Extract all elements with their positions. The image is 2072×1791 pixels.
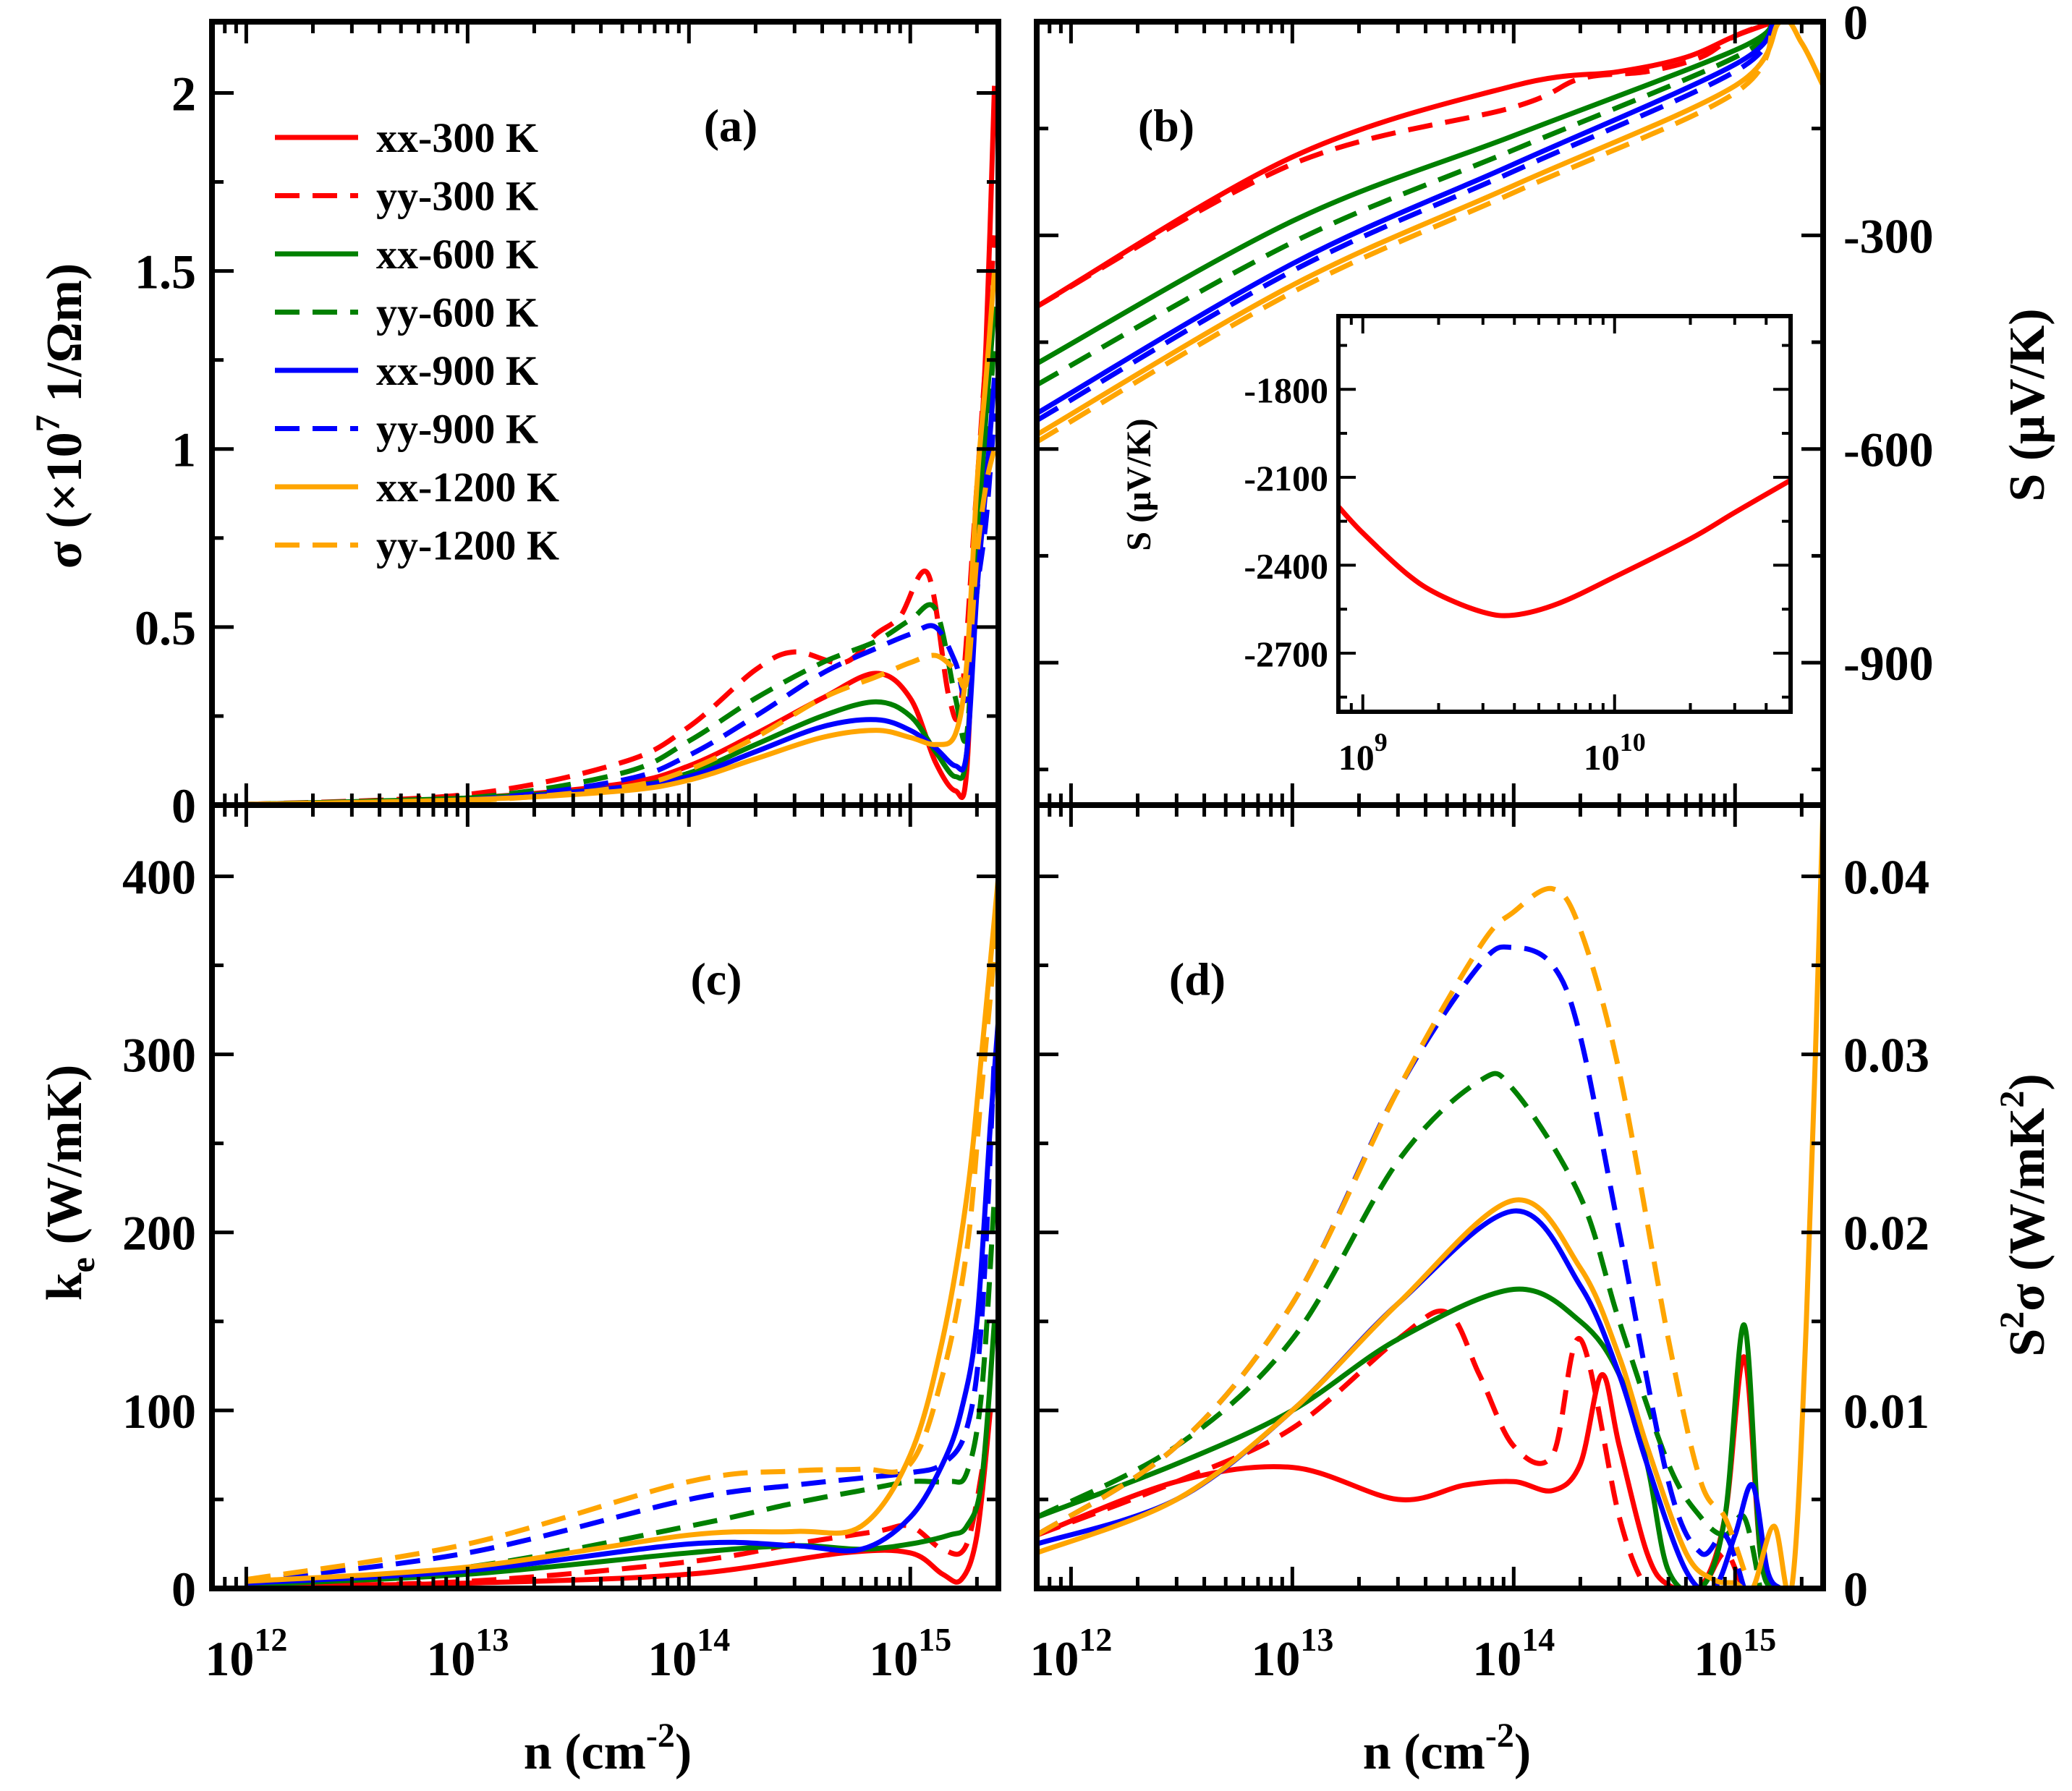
series-line-c-yy-900-k [245, 1054, 998, 1584]
y-axis-label-a: σ (×107 1/Ωm) [29, 263, 93, 569]
plot-frame-d [1034, 802, 1826, 1591]
y-tick-label: 400 [122, 849, 196, 904]
legend: xx-300 K yy-300 K xx-600 K yy-600 K xx-900 K… [275, 114, 559, 569]
series-line-d-yy-1200-k [1037, 885, 1747, 1572]
series-line-d-xx-600-k [1037, 1286, 1777, 1588]
y-tick-label: -600 [1843, 422, 1934, 477]
y-tick-label: 0 [171, 778, 196, 833]
panel-d: 1012 1013 1014 1015 0 0.01 0.02 0.03 0.04 [1029, 802, 1929, 1686]
inset-y-tick-label: -2100 [1244, 458, 1328, 498]
y-tick-label: 0.02 [1843, 1206, 1929, 1261]
x-tick-label: 1014 [1472, 1621, 1555, 1686]
series-line-a-xx-300-k [246, 85, 998, 805]
panel-a: 0 0.5 1 1.5 2 [135, 19, 1001, 833]
legend-label: xx-900 K [376, 347, 538, 394]
series-line-d-xx-1200-k [1037, 805, 1823, 1588]
series-line-a-yy-600-k [246, 341, 998, 805]
inset-y-tick-label: -1800 [1244, 370, 1328, 410]
panel-b: 0 -300 -600 -900 [1034, 0, 1934, 808]
x-axis-label-d: n (cm-2) [1363, 1716, 1531, 1780]
panel-label-b: (b) [1138, 100, 1194, 151]
series-line-b-yy-300-k [1037, 22, 1775, 309]
legend-label: yy-1200 K [376, 522, 559, 569]
x-tick-label: 1015 [869, 1621, 951, 1686]
x-tick-label: 1012 [1029, 1621, 1112, 1686]
y-tick-label: 300 [122, 1028, 196, 1083]
inset-panel: 109 1010 -1800 -2100 -2400 -2700 [1244, 314, 1793, 778]
panel-label-a: (a) [704, 100, 758, 151]
inset-x-tick-label: 1010 [1584, 728, 1646, 778]
inset-x-tick-label: 109 [1338, 728, 1388, 778]
legend-label: xx-300 K [376, 114, 538, 161]
x-tick-label: 1014 [648, 1621, 730, 1686]
y-tick-label: 0 [1843, 0, 1868, 50]
y-tick-label: 0 [171, 1562, 196, 1617]
y-tick-label: 200 [122, 1206, 196, 1261]
legend-label: xx-600 K [376, 231, 538, 278]
series-line-d-yy-900-k [1037, 944, 1747, 1588]
y-tick-label: 1 [171, 422, 196, 477]
series-line-a-yy-900-k [246, 413, 998, 805]
y-tick-label: 100 [122, 1384, 196, 1439]
y-tick-label: 0.5 [135, 600, 196, 655]
series-line-d-xx-900-k [1037, 1208, 1783, 1588]
x-tick-label: 1013 [1251, 1621, 1333, 1686]
x-tick-label: 1015 [1694, 1621, 1776, 1686]
x-axis-label-c: n (cm-2) [524, 1716, 692, 1780]
series-line-b-yy-900-k [1037, 22, 1777, 423]
legend-label: yy-900 K [376, 406, 538, 453]
series-line-a-xx-900-k [246, 378, 998, 805]
y-tick-label: 1.5 [135, 244, 196, 299]
inset-y-axis-label: S (μV/K) [1120, 418, 1158, 550]
y-tick-label: 0.04 [1843, 849, 1929, 904]
series-line-b-xx-600-k [1037, 22, 1776, 366]
y-tick-label: -300 [1843, 208, 1934, 263]
panel-c: 1012 1013 1014 1015 0 100 200 300 400 [122, 802, 1001, 1686]
series-line-d-yy-300-k [1037, 1309, 1761, 1588]
panel-label-c: (c) [690, 953, 742, 1005]
series-line-b-yy-1200-k [1037, 22, 1777, 444]
y-axis-label-d: S2σ (W/mK2) [1993, 1073, 2055, 1356]
series-line-c-xx-1200-k [246, 876, 998, 1584]
y-tick-label: 0 [1843, 1562, 1868, 1617]
y-tick-label: 2 [171, 66, 196, 121]
series-line-a-xx-1200-k [246, 271, 998, 805]
series-line-a-yy-1200-k [246, 448, 998, 805]
series-line-d-xx-300-k [1037, 1354, 1792, 1588]
plot-frame-c [209, 802, 1001, 1591]
legend-label: yy-600 K [376, 289, 538, 336]
x-tick-label: 1012 [205, 1621, 287, 1686]
panel-label-d: (d) [1169, 953, 1226, 1005]
series-line-b-xx-300-k [1037, 22, 1775, 309]
legend-label: yy-300 K [376, 173, 538, 220]
inset-y-tick-label: -2700 [1244, 634, 1328, 674]
series-line-b-yy-600-k [1037, 22, 1776, 388]
y-axis-label-b: S (μV/K) [2000, 308, 2055, 501]
inset-frame [1336, 314, 1793, 714]
legend-label: xx-1200 K [376, 464, 559, 511]
y-tick-label: 0.03 [1843, 1028, 1929, 1083]
series-line-c-yy-600-k [246, 1196, 998, 1588]
y-tick-label: -900 [1843, 636, 1934, 691]
inset-series-line [1338, 477, 1791, 618]
series-line-d-yy-600-k [1037, 1071, 1763, 1588]
inset-y-tick-label: -2400 [1244, 545, 1328, 586]
y-axis-label-c: ke (W/mK) [37, 1065, 102, 1301]
series-line-b-xx-900-k [1037, 22, 1776, 416]
y-tick-label: 0.01 [1843, 1384, 1929, 1439]
series-line-c-yy-1200-k [245, 911, 998, 1583]
x-tick-label: 1013 [426, 1621, 509, 1686]
